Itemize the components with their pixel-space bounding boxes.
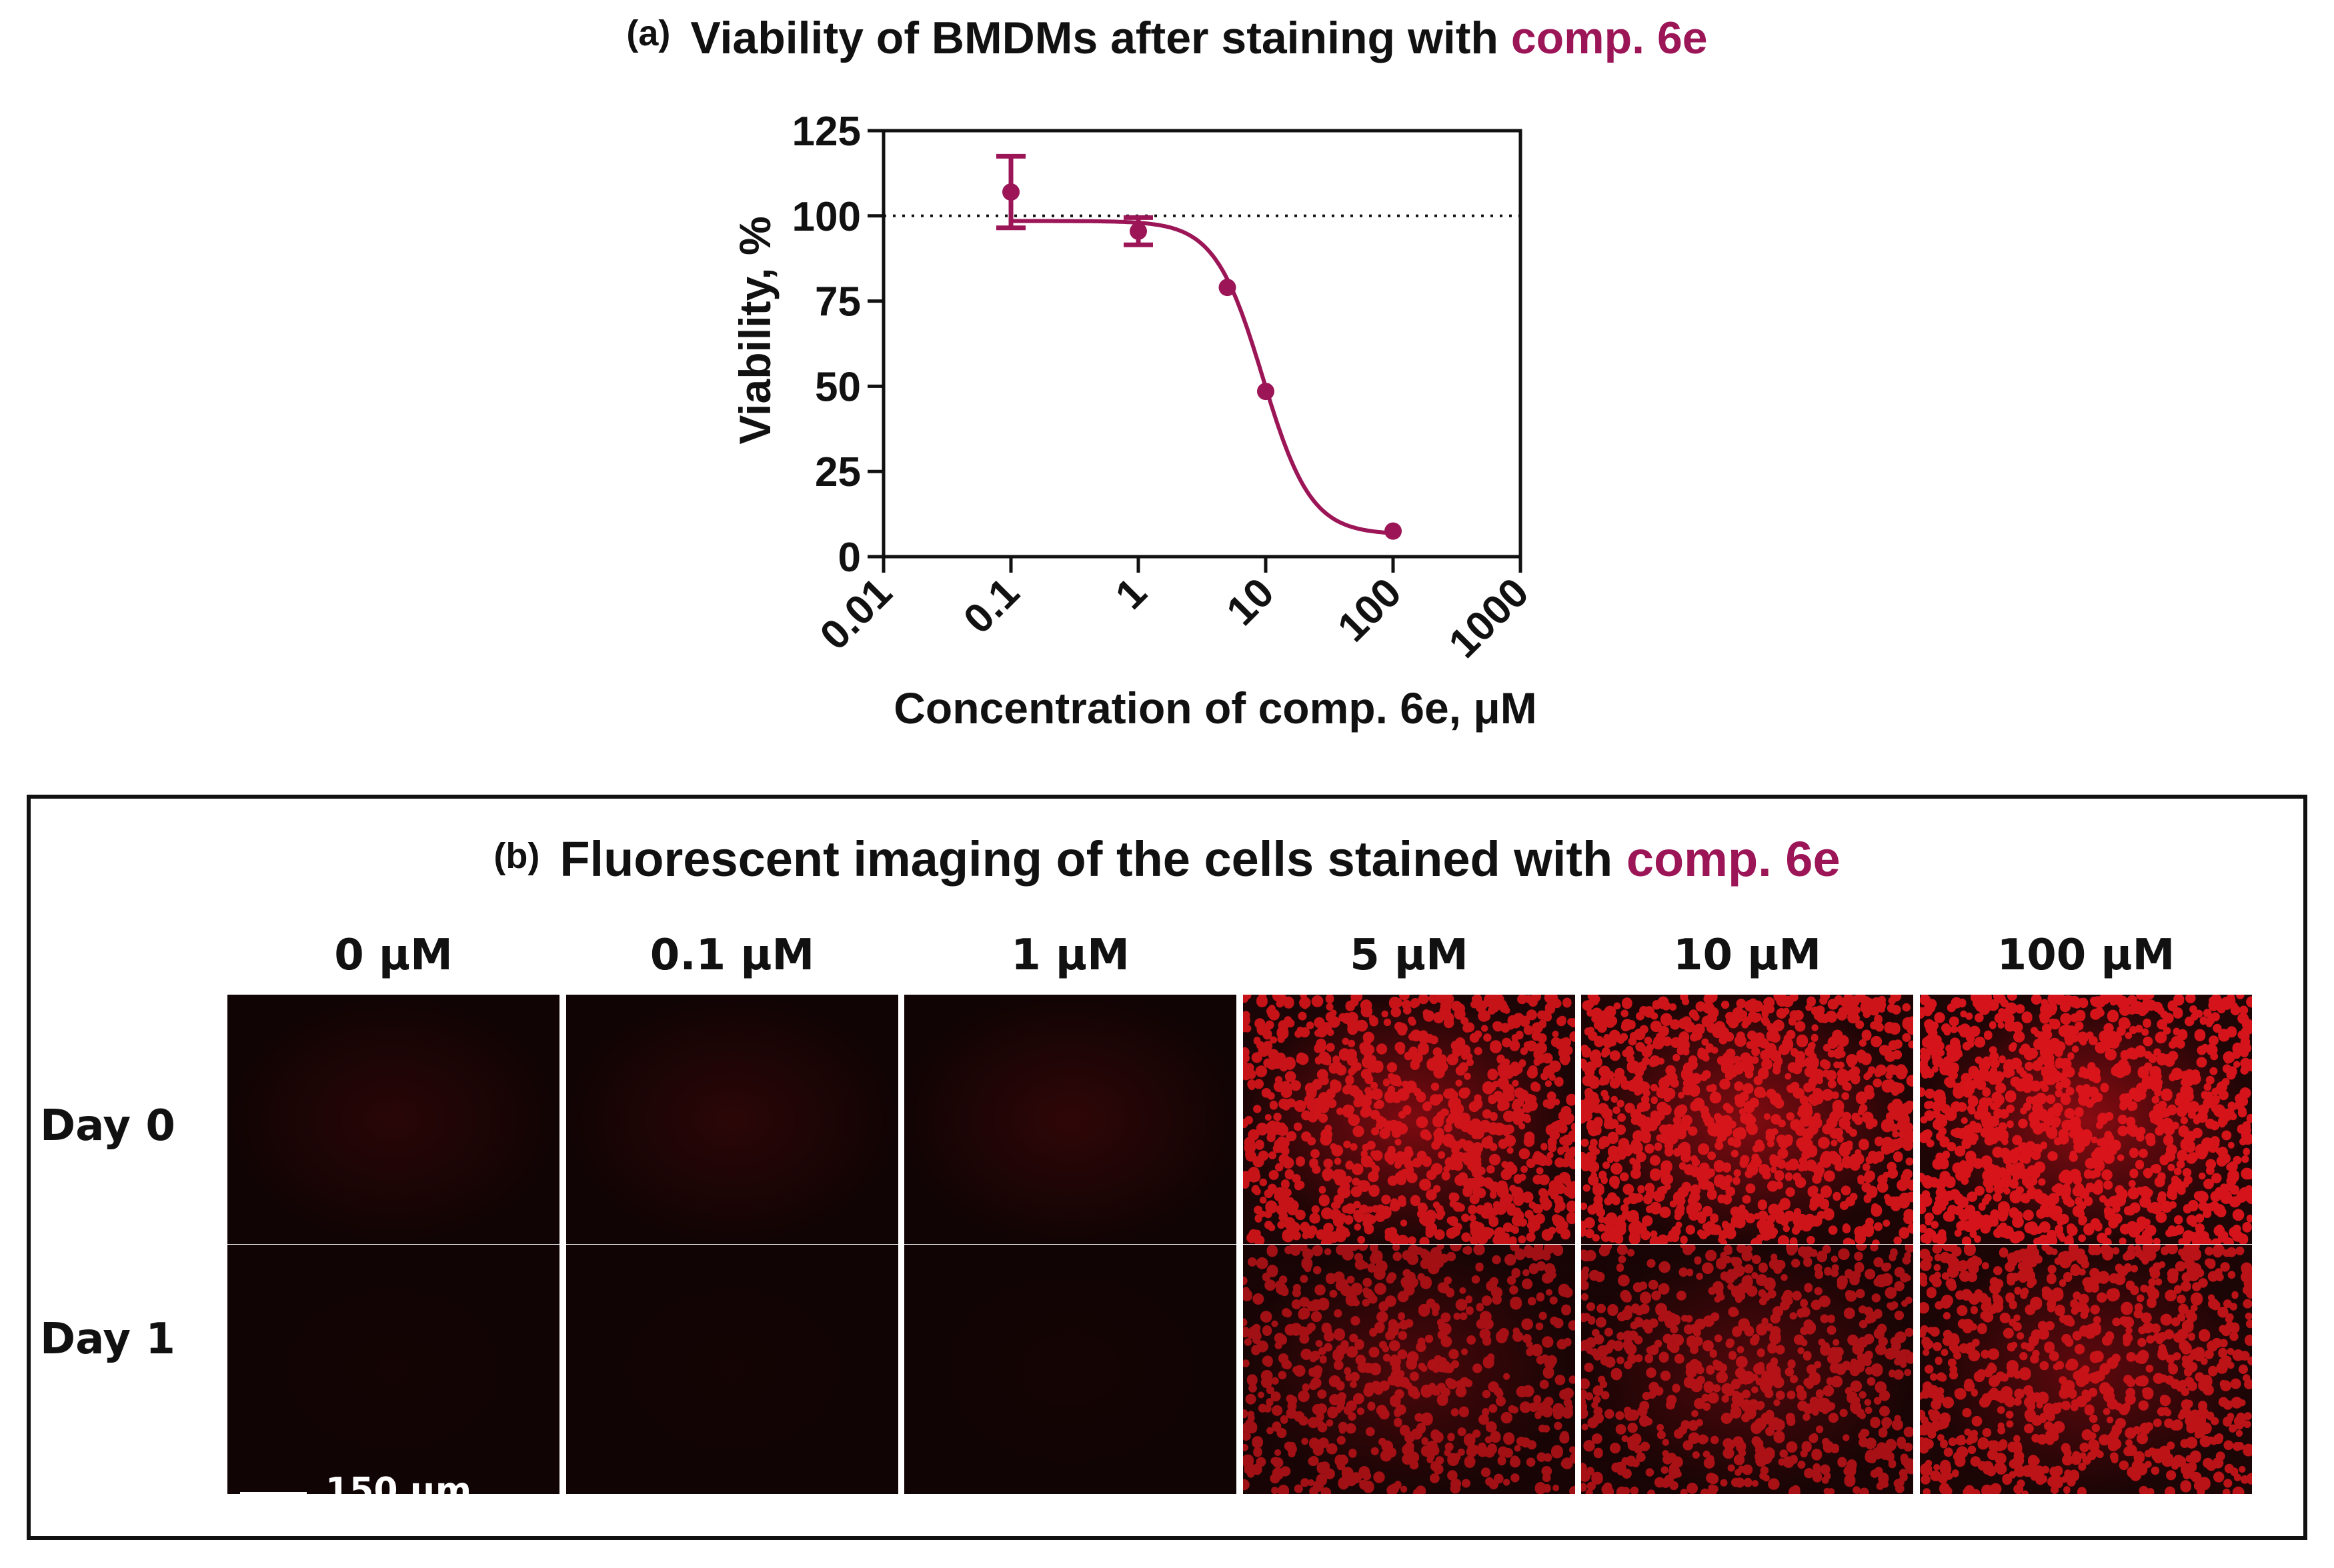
fluorescence-image — [1920, 1245, 2252, 1494]
x-tick-label-3: 10 — [1218, 569, 1283, 635]
panel-b-title-accent: comp. 6e — [1626, 831, 1841, 887]
fluorescence-image — [227, 1245, 559, 1494]
fluorescence-tile-r0-c5 — [1920, 995, 2252, 1244]
panel-a-title: (a) Viability of BMDMs after staining wit… — [0, 12, 2334, 72]
row-label-day-0: Day 0 — [40, 1101, 175, 1151]
viability-chart: 0 25 50 75 100 125 0.01 0.1 1 10 100 1000 Concentrat… — [730, 109, 1538, 733]
panel-b-title-text: Fluorescent imaging of the cells stained… — [559, 831, 1626, 887]
x-axis-label: Concentration of comp. 6e, μM — [894, 683, 1536, 733]
fluorescence-tile-r1-c1 — [566, 1245, 898, 1494]
column-label-0uM: 0 μM — [334, 931, 453, 980]
fit-curve — [1011, 219, 1394, 535]
data-point-1 — [1130, 222, 1147, 240]
fluorescence-tile-r0-c4 — [1581, 995, 1913, 1244]
fluorescence-image — [1581, 1245, 1913, 1494]
column-label-1uM: 1 μM — [1011, 931, 1130, 980]
panel-b-letter: (b) — [493, 836, 540, 876]
fluorescence-image — [1920, 995, 2252, 1244]
y-tick-label-100: 100 — [792, 194, 861, 240]
plot-frame — [882, 129, 1522, 559]
data-point-2 — [1218, 279, 1236, 297]
data-point-4 — [1384, 522, 1402, 540]
fluorescence-tile-r0-c1 — [566, 995, 898, 1244]
fluorescence-tile-r1-c5 — [1920, 1245, 2252, 1494]
column-label-5uM: 5 μM — [1350, 931, 1468, 980]
panel-a-title-text: Viability of BMDMs after staining with — [690, 13, 1511, 63]
scale-bar-label: 150 μm — [325, 1471, 472, 1511]
fluorescence-tile-r1-c4 — [1581, 1245, 1913, 1494]
fluorescence-tile-r1-c2 — [904, 1245, 1236, 1494]
column-label-100uM: 100 μM — [1997, 931, 2175, 980]
y-tick-label-125: 125 — [792, 109, 861, 155]
x-tick-label-0: 0.01 — [812, 569, 901, 659]
data-point-0 — [1002, 183, 1020, 201]
fluorescence-image — [904, 1245, 1236, 1494]
fluorescence-tile-r1-c0 — [227, 1245, 559, 1494]
data-point-3 — [1257, 383, 1274, 401]
fluorescence-image — [566, 1245, 898, 1494]
x-tick-label-2: 1 — [1107, 569, 1156, 618]
y-tick-label-0: 0 — [838, 535, 861, 581]
fluorescence-image — [566, 995, 898, 1244]
panel-b-title: (b) Fluorescent imaging of the cells stai… — [0, 831, 2334, 891]
panel-a-letter: (a) — [626, 13, 671, 53]
fluorescence-tile-r0-c3 — [1243, 995, 1575, 1244]
x-tick-label-4: 100 — [1329, 569, 1410, 651]
column-label-10uM: 10 μM — [1672, 931, 1822, 980]
fluorescence-image — [1243, 1245, 1575, 1494]
panel-b-frame — [27, 795, 2307, 1540]
fluorescence-tile-r0-c2 — [904, 995, 1236, 1244]
fluorescence-image — [227, 995, 559, 1244]
column-label-0-1uM: 0.1 μM — [650, 931, 815, 980]
row-label-day-1: Day 1 — [40, 1315, 175, 1364]
scale-bar-line — [240, 1492, 307, 1501]
fluorescence-image — [904, 995, 1236, 1244]
fluorescence-tile-r0-c0 — [227, 995, 559, 1244]
fluorescence-tile-r1-c3 — [1243, 1245, 1575, 1494]
x-tick-label-1: 0.1 — [955, 569, 1028, 643]
fluorescence-image — [1581, 995, 1913, 1244]
chart-plot-area: 0 25 50 75 100 125 0.01 0.1 1 10 100 1000 Concentrat… — [730, 109, 1538, 733]
panel-a-title-accent: comp. 6e — [1510, 13, 1708, 63]
fluorescence-image — [1243, 995, 1575, 1244]
x-tick-label-5: 1000 — [1440, 569, 1538, 667]
y-axis-label: Viability, % — [730, 216, 780, 444]
y-tick-label-50: 50 — [815, 364, 861, 410]
y-tick-label-25: 25 — [815, 449, 861, 495]
y-tick-label-75: 75 — [815, 279, 861, 325]
